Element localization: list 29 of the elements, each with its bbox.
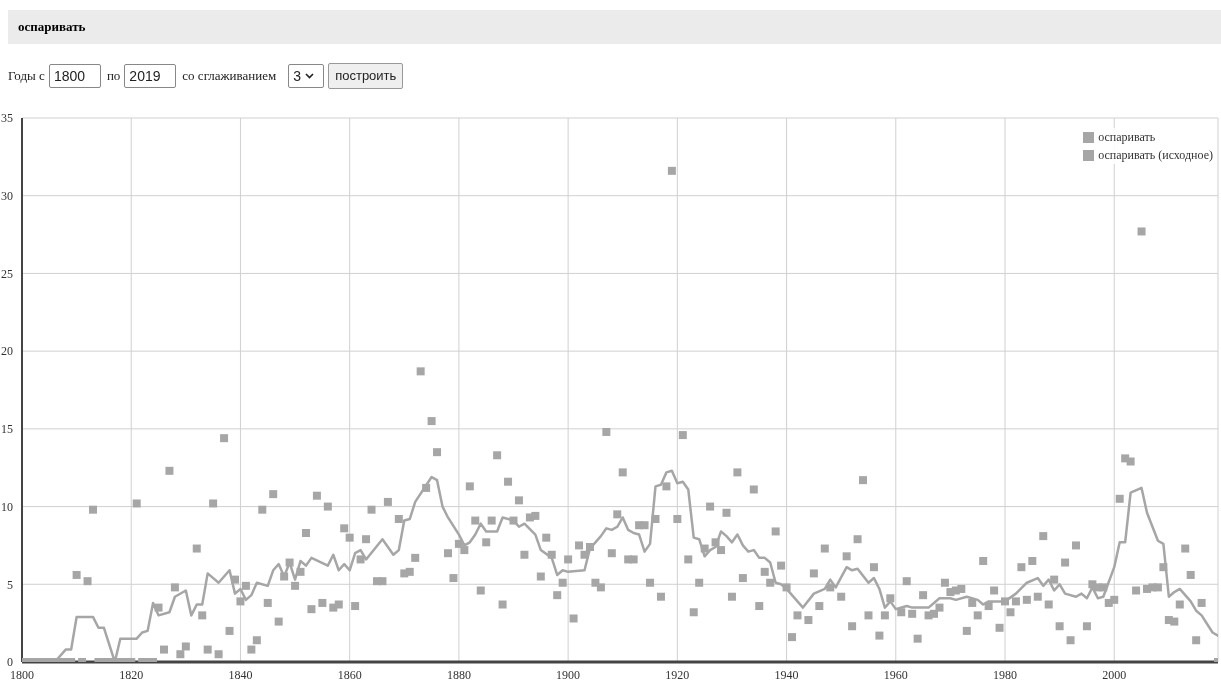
y-tick-label: 35 xyxy=(1,111,13,126)
x-tick-label: 1860 xyxy=(337,667,362,682)
text: Годы с xyxy=(8,68,45,84)
x-tick-label: 1880 xyxy=(446,667,471,682)
x-tick-label: 1920 xyxy=(665,667,690,682)
y-tick-label: 20 xyxy=(1,344,13,359)
x-tick-label: 1940 xyxy=(774,667,799,682)
text: по xyxy=(106,68,121,84)
x-tick-label: 1800 xyxy=(10,667,34,682)
x-tick-label: 1960 xyxy=(883,667,908,682)
y-tick-label: 15 xyxy=(1,422,13,437)
x-tick-label: 1840 xyxy=(228,667,253,682)
y-tick-label: 0 xyxy=(7,655,13,670)
legend-label: оспаривать xyxy=(1098,129,1156,145)
button: построить xyxy=(328,63,404,89)
legend-label: оспаривать (исходное) xyxy=(1098,147,1213,163)
x-tick-label: 1980 xyxy=(993,667,1018,682)
y-tick-label: 25 xyxy=(1,266,13,281)
chart-title: оспаривать xyxy=(8,10,1221,44)
x-tick-label: 1820 xyxy=(119,667,144,682)
y-tick-label: 5 xyxy=(7,577,13,592)
text-field: 1800 xyxy=(48,64,101,88)
text: со сглаживанием xyxy=(182,68,277,84)
dropdown-field: 3 xyxy=(288,64,325,88)
x-tick-label: 1900 xyxy=(556,667,581,682)
x-tick-label: 2000 xyxy=(1102,667,1127,682)
y-tick-label: 30 xyxy=(1,188,13,203)
text-field: 2019 xyxy=(124,64,177,88)
y-tick-label: 10 xyxy=(1,499,13,514)
